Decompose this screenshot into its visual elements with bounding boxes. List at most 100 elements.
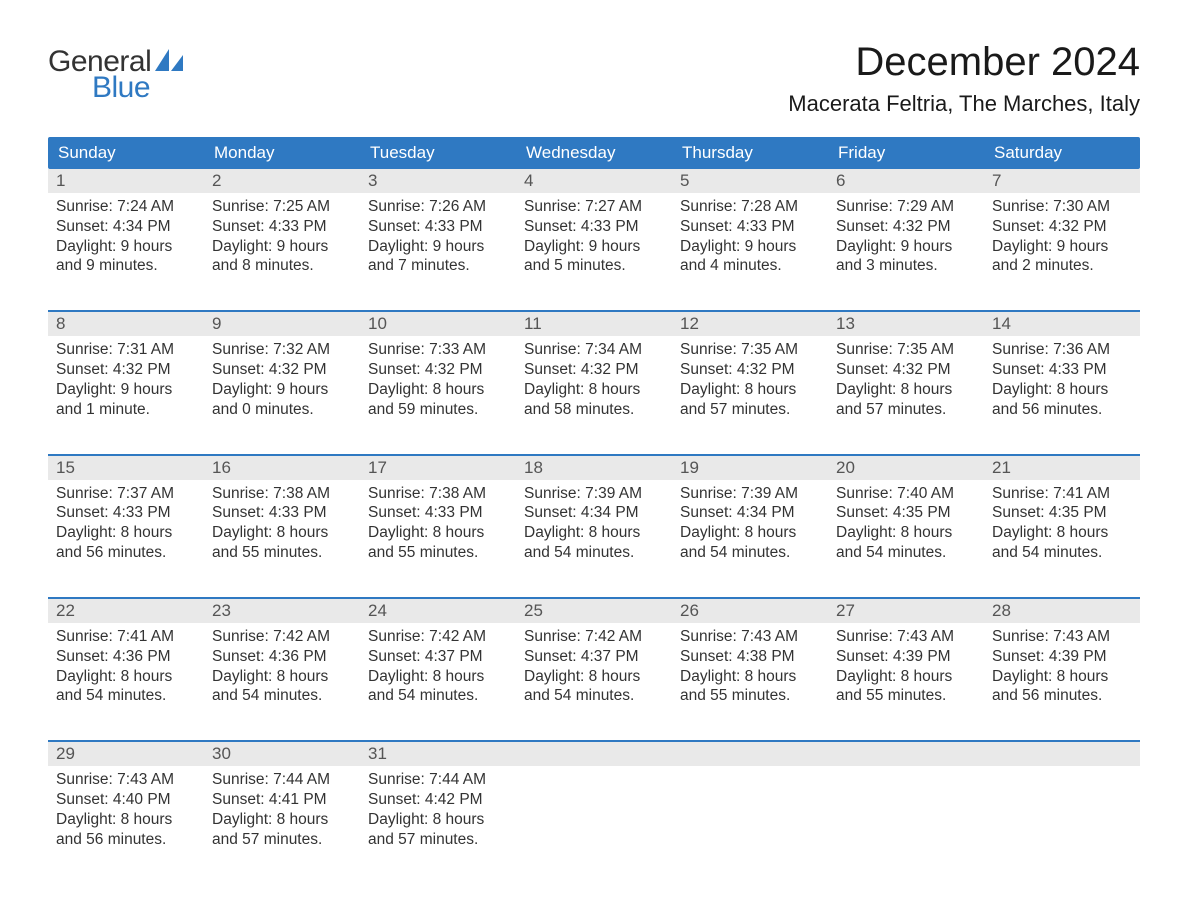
day-details: Sunrise: 7:34 AMSunset: 4:32 PMDaylight:…: [516, 336, 672, 441]
daylight-line-1: Daylight: 9 hours: [212, 380, 352, 400]
day-number: 29: [48, 742, 204, 766]
daylight-line-1: Daylight: 9 hours: [836, 237, 976, 257]
sunset-line: Sunset: 4:33 PM: [524, 217, 664, 237]
day-number: 12: [672, 312, 828, 336]
sunset-line: Sunset: 4:39 PM: [992, 647, 1132, 667]
sunset-line: Sunset: 4:33 PM: [992, 360, 1132, 380]
day-details: [828, 766, 984, 826]
day-details: Sunrise: 7:24 AMSunset: 4:34 PMDaylight:…: [48, 193, 204, 298]
daylight-line-1: Daylight: 9 hours: [368, 237, 508, 257]
day-details: Sunrise: 7:38 AMSunset: 4:33 PMDaylight:…: [360, 480, 516, 585]
daylight-line-2: and 5 minutes.: [524, 256, 664, 276]
day-details: Sunrise: 7:42 AMSunset: 4:36 PMDaylight:…: [204, 623, 360, 728]
daylight-line-1: Daylight: 8 hours: [212, 667, 352, 687]
day-number: 20: [828, 456, 984, 480]
sunset-line: Sunset: 4:33 PM: [212, 217, 352, 237]
day-cell: 14Sunrise: 7:36 AMSunset: 4:33 PMDayligh…: [984, 312, 1140, 441]
daylight-line-1: Daylight: 8 hours: [368, 523, 508, 543]
sunrise-line: Sunrise: 7:42 AM: [368, 627, 508, 647]
sunset-line: Sunset: 4:32 PM: [368, 360, 508, 380]
sunset-line: Sunset: 4:34 PM: [524, 503, 664, 523]
day-details: Sunrise: 7:40 AMSunset: 4:35 PMDaylight:…: [828, 480, 984, 585]
daylight-line-1: Daylight: 8 hours: [992, 523, 1132, 543]
day-number: 3: [360, 169, 516, 193]
sunrise-line: Sunrise: 7:36 AM: [992, 340, 1132, 360]
day-number: 11: [516, 312, 672, 336]
sunrise-line: Sunrise: 7:42 AM: [524, 627, 664, 647]
daylight-line-2: and 56 minutes.: [56, 543, 196, 563]
day-cell: 18Sunrise: 7:39 AMSunset: 4:34 PMDayligh…: [516, 456, 672, 585]
day-header-saturday: Saturday: [984, 137, 1140, 169]
daylight-line-2: and 54 minutes.: [680, 543, 820, 563]
daylight-line-2: and 57 minutes.: [680, 400, 820, 420]
day-number: 8: [48, 312, 204, 336]
day-header-wednesday: Wednesday: [516, 137, 672, 169]
daylight-line-2: and 55 minutes.: [368, 543, 508, 563]
sunset-line: Sunset: 4:33 PM: [680, 217, 820, 237]
sunrise-line: Sunrise: 7:41 AM: [992, 484, 1132, 504]
title-block: December 2024 Macerata Feltria, The Marc…: [788, 40, 1140, 131]
day-number: 16: [204, 456, 360, 480]
day-details: Sunrise: 7:31 AMSunset: 4:32 PMDaylight:…: [48, 336, 204, 441]
day-details: Sunrise: 7:41 AMSunset: 4:36 PMDaylight:…: [48, 623, 204, 728]
daylight-line-1: Daylight: 8 hours: [680, 523, 820, 543]
sunset-line: Sunset: 4:36 PM: [212, 647, 352, 667]
day-number: 19: [672, 456, 828, 480]
day-details: Sunrise: 7:26 AMSunset: 4:33 PMDaylight:…: [360, 193, 516, 298]
week-row: 8Sunrise: 7:31 AMSunset: 4:32 PMDaylight…: [48, 310, 1140, 441]
daylight-line-2: and 2 minutes.: [992, 256, 1132, 276]
day-cell: 8Sunrise: 7:31 AMSunset: 4:32 PMDaylight…: [48, 312, 204, 441]
sail-icon: [155, 46, 183, 78]
daylight-line-1: Daylight: 8 hours: [56, 810, 196, 830]
month-title: December 2024: [788, 40, 1140, 85]
sunset-line: Sunset: 4:34 PM: [56, 217, 196, 237]
day-number: 10: [360, 312, 516, 336]
week-row: 15Sunrise: 7:37 AMSunset: 4:33 PMDayligh…: [48, 454, 1140, 585]
day-cell: 17Sunrise: 7:38 AMSunset: 4:33 PMDayligh…: [360, 456, 516, 585]
daylight-line-1: Daylight: 8 hours: [836, 667, 976, 687]
sunrise-line: Sunrise: 7:31 AM: [56, 340, 196, 360]
day-cell: 9Sunrise: 7:32 AMSunset: 4:32 PMDaylight…: [204, 312, 360, 441]
daylight-line-1: Daylight: 9 hours: [56, 237, 196, 257]
week-row: 1Sunrise: 7:24 AMSunset: 4:34 PMDaylight…: [48, 169, 1140, 298]
daylight-line-1: Daylight: 9 hours: [56, 380, 196, 400]
day-number: 22: [48, 599, 204, 623]
sunrise-line: Sunrise: 7:26 AM: [368, 197, 508, 217]
day-header-friday: Friday: [828, 137, 984, 169]
sunset-line: Sunset: 4:38 PM: [680, 647, 820, 667]
daylight-line-2: and 54 minutes.: [368, 686, 508, 706]
daylight-line-2: and 57 minutes.: [212, 830, 352, 850]
day-details: Sunrise: 7:43 AMSunset: 4:40 PMDaylight:…: [48, 766, 204, 871]
day-details: Sunrise: 7:44 AMSunset: 4:41 PMDaylight:…: [204, 766, 360, 871]
daylight-line-2: and 3 minutes.: [836, 256, 976, 276]
day-cell: 27Sunrise: 7:43 AMSunset: 4:39 PMDayligh…: [828, 599, 984, 728]
daylight-line-2: and 59 minutes.: [368, 400, 508, 420]
daylight-line-2: and 9 minutes.: [56, 256, 196, 276]
daylight-line-2: and 54 minutes.: [992, 543, 1132, 563]
daylight-line-1: Daylight: 8 hours: [680, 380, 820, 400]
day-header-thursday: Thursday: [672, 137, 828, 169]
sunset-line: Sunset: 4:32 PM: [680, 360, 820, 380]
daylight-line-1: Daylight: 8 hours: [836, 380, 976, 400]
day-details: Sunrise: 7:38 AMSunset: 4:33 PMDaylight:…: [204, 480, 360, 585]
daylight-line-2: and 54 minutes.: [56, 686, 196, 706]
day-cell: [984, 742, 1140, 871]
day-number: 26: [672, 599, 828, 623]
daylight-line-2: and 56 minutes.: [992, 400, 1132, 420]
day-details: Sunrise: 7:37 AMSunset: 4:33 PMDaylight:…: [48, 480, 204, 585]
day-cell: 2Sunrise: 7:25 AMSunset: 4:33 PMDaylight…: [204, 169, 360, 298]
sunset-line: Sunset: 4:32 PM: [212, 360, 352, 380]
day-details: Sunrise: 7:29 AMSunset: 4:32 PMDaylight:…: [828, 193, 984, 298]
day-number: 1: [48, 169, 204, 193]
logo-text-blue: Blue: [92, 72, 150, 104]
daylight-line-1: Daylight: 8 hours: [680, 667, 820, 687]
daylight-line-1: Daylight: 8 hours: [212, 523, 352, 543]
sunrise-line: Sunrise: 7:39 AM: [680, 484, 820, 504]
sunrise-line: Sunrise: 7:30 AM: [992, 197, 1132, 217]
day-details: [984, 766, 1140, 826]
sunrise-line: Sunrise: 7:39 AM: [524, 484, 664, 504]
sunset-line: Sunset: 4:33 PM: [212, 503, 352, 523]
day-cell: 26Sunrise: 7:43 AMSunset: 4:38 PMDayligh…: [672, 599, 828, 728]
day-details: Sunrise: 7:36 AMSunset: 4:33 PMDaylight:…: [984, 336, 1140, 441]
sunset-line: Sunset: 4:32 PM: [836, 217, 976, 237]
